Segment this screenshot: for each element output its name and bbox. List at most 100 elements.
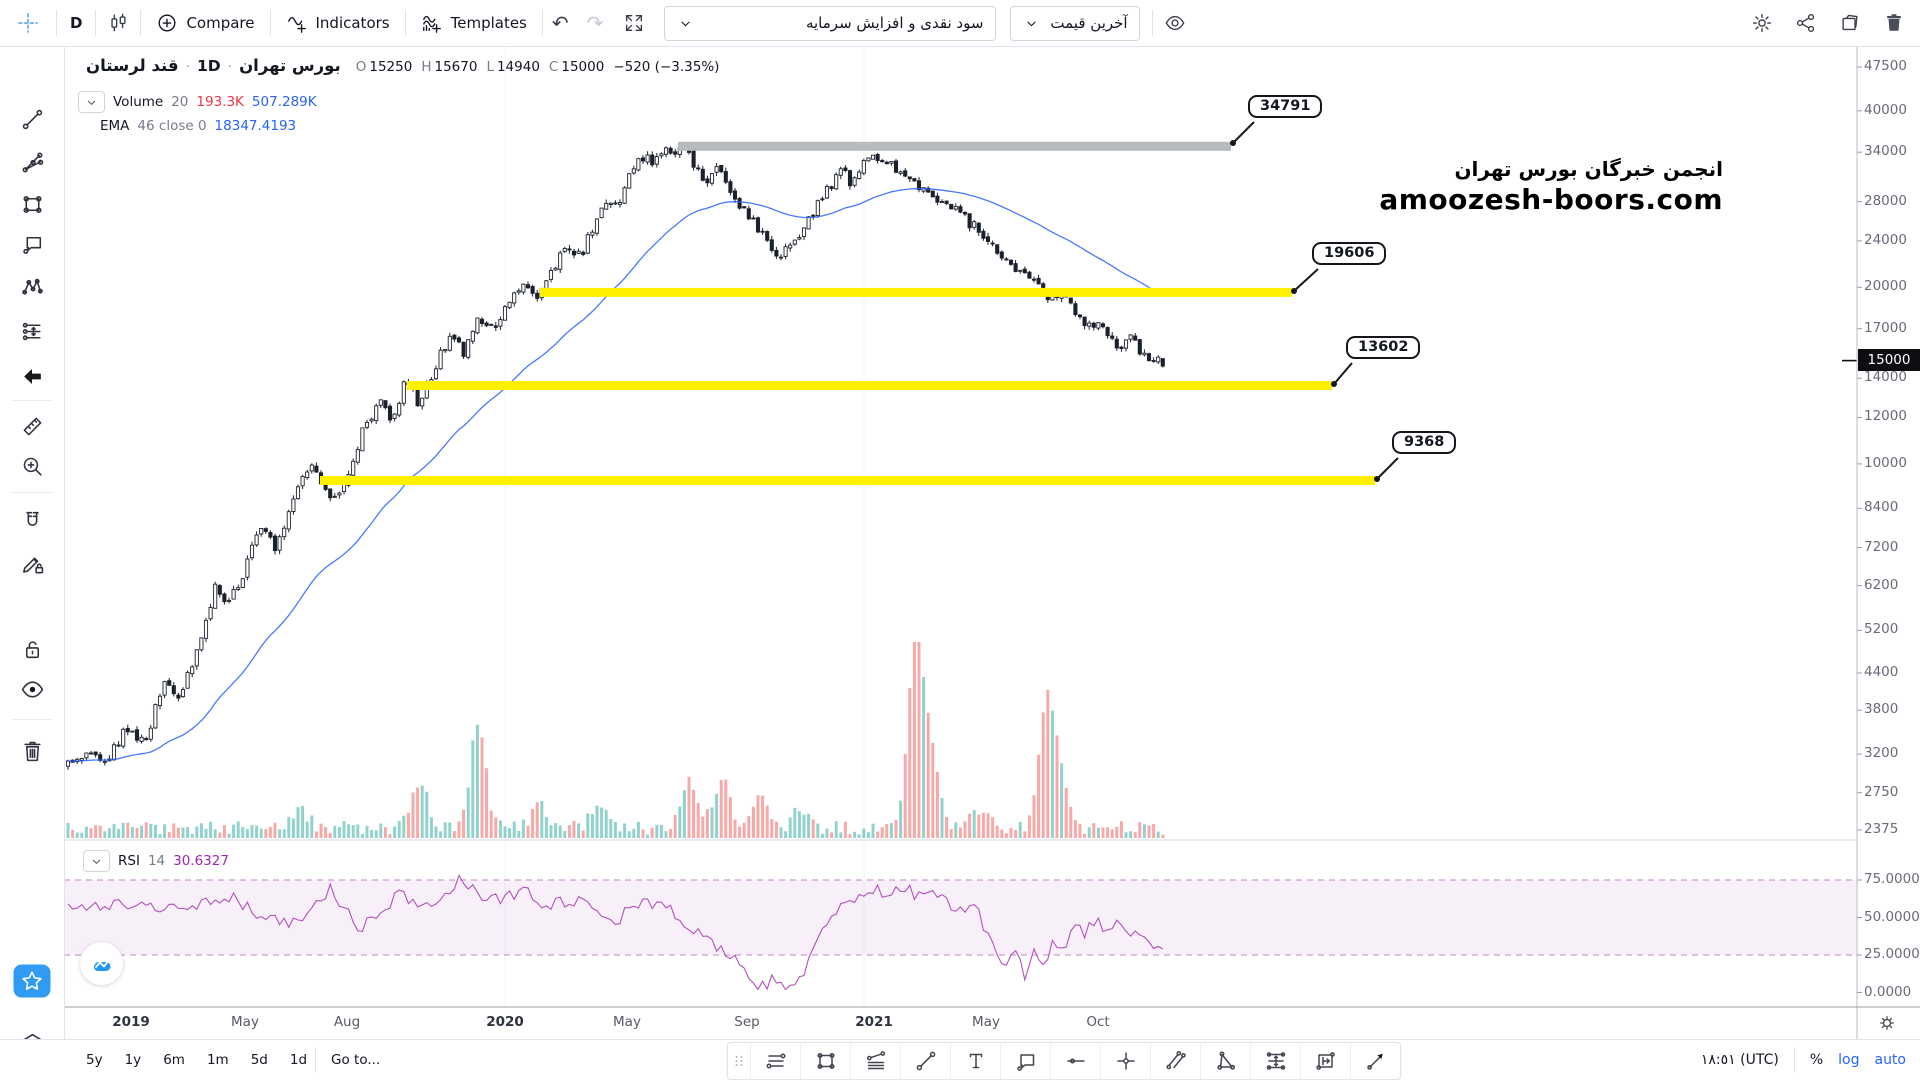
range-5d-button[interactable]: 5d <box>250 1052 268 1068</box>
delete-button[interactable] <box>1872 4 1916 42</box>
time-tick-May: May <box>613 1014 641 1030</box>
settings-button[interactable] <box>1740 4 1784 42</box>
xabcd-pattern-icon <box>20 275 45 300</box>
callout-button[interactable] <box>12 223 52 263</box>
volume-label: Volume <box>113 94 164 110</box>
clock-utc[interactable]: ١٨:٥١ (UTC) <box>1700 1052 1779 1068</box>
zoom-in-button[interactable] <box>12 446 52 486</box>
indicators-button[interactable]: Indicators <box>271 4 405 42</box>
remove-drawings-trash-button[interactable] <box>12 731 52 771</box>
rectangle-points-button[interactable] <box>800 1043 850 1079</box>
unlock-button[interactable] <box>12 629 52 669</box>
price-callout-34791[interactable]: 34791 <box>1248 95 1323 118</box>
compare-label: Compare <box>186 14 255 32</box>
undo-button[interactable]: ↶ <box>551 11 569 35</box>
triangle-button[interactable] <box>1200 1043 1250 1079</box>
volume-ma-value: 507.289K <box>251 94 317 110</box>
disjoint-channel-button[interactable] <box>850 1043 900 1079</box>
goto-button[interactable]: Go to... <box>331 1052 381 1068</box>
hide-drawings-eye-button[interactable] <box>12 669 52 709</box>
parallel-lines-button[interactable] <box>750 1043 800 1079</box>
symbol-header[interactable]: قند لرستان · 1D · بورس تهران O 15250 H 156… <box>86 56 719 75</box>
time-tick-May: May <box>972 1014 1000 1030</box>
anchored-note-button[interactable] <box>1300 1043 1350 1079</box>
arrow-marker-icon <box>20 364 45 389</box>
parallel-channel-button[interactable] <box>1150 1043 1200 1079</box>
price-callout-19606[interactable]: 19606 <box>1312 242 1387 265</box>
chart-style-button[interactable] <box>96 4 140 42</box>
text-tool-button[interactable] <box>950 1043 1000 1079</box>
drawbar-drag-handle[interactable] <box>728 1043 750 1079</box>
crosshair-icon <box>17 12 39 34</box>
rsi-line <box>67 874 1164 991</box>
drawing-toolbar-sidebar <box>0 46 65 1080</box>
volume-collapse-button[interactable] <box>78 91 105 113</box>
horizontal-ray-button[interactable] <box>1050 1043 1100 1079</box>
rsi-value: 30.6327 <box>173 853 229 869</box>
snapshot-button[interactable] <box>1828 4 1872 42</box>
ruler-button[interactable] <box>12 406 52 446</box>
high-label: H <box>421 59 432 75</box>
bottom-toolbar: 5y 1y 6m 1m 5d 1d Go to... ١٨:٥١ (UTC) % log … <box>0 1039 1920 1080</box>
bottom-right-group: ١٨:٥١ (UTC) % log auto <box>1701 1040 1906 1080</box>
log-scale-button[interactable]: log <box>1838 1052 1860 1068</box>
range-1y-button[interactable]: 1y <box>124 1052 142 1068</box>
adjustment-dropdown[interactable]: سود نقدی و افزایش سرمایه <box>664 5 997 41</box>
range-1d-button[interactable]: 1d <box>289 1052 308 1068</box>
interval-button[interactable]: D <box>70 14 83 32</box>
trash-icon <box>1883 12 1905 34</box>
range-5y-button[interactable]: 5y <box>86 1052 103 1068</box>
horizontal-ray-icon <box>1064 1049 1088 1073</box>
rsi-param: 14 <box>147 853 166 869</box>
range-6m-button[interactable]: 6m <box>163 1052 185 1068</box>
price-tick-4400: 4400 <box>1864 663 1899 680</box>
price-tick-28000: 28000 <box>1864 192 1907 209</box>
price-callout-9368[interactable]: 9368 <box>1392 431 1457 454</box>
parallel-channel-icon <box>1164 1049 1188 1073</box>
price-tick-2750: 2750 <box>1864 783 1899 800</box>
shapes-button[interactable] <box>12 184 52 224</box>
axis-settings-gear-button[interactable] <box>1871 1009 1903 1036</box>
price-mode-dropdown[interactable]: آخرین قیمت <box>1010 5 1141 41</box>
crosshair-tool-button[interactable] <box>0 4 56 42</box>
trend-line-button[interactable] <box>12 99 52 139</box>
chevron-down-icon <box>1023 15 1040 32</box>
compare-button[interactable]: Compare <box>141 4 269 42</box>
fib-levels-button[interactable] <box>1250 1043 1300 1079</box>
trend-line-button[interactable] <box>900 1043 950 1079</box>
gann-fan-button[interactable] <box>12 142 52 182</box>
arrow-marker-button[interactable] <box>12 356 52 396</box>
ema-legend: EMA 46 close 0 18347.4193 <box>100 118 296 134</box>
price-tick-24000: 24000 <box>1864 231 1907 248</box>
magnet-button[interactable] <box>12 500 52 540</box>
drawing-mode-lock-button[interactable] <box>12 543 52 583</box>
callout-tool-button[interactable] <box>1000 1043 1050 1079</box>
separator <box>1793 1047 1795 1073</box>
price-callout-13602[interactable]: 13602 <box>1346 336 1421 359</box>
platform-logo[interactable] <box>80 942 123 985</box>
arrow-tool-button[interactable] <box>1350 1043 1400 1079</box>
range-1m-button[interactable]: 1m <box>206 1052 229 1068</box>
symbol-name: قند لرستان <box>86 56 179 75</box>
rsi-collapse-button[interactable] <box>83 850 110 872</box>
favorites-star-button[interactable] <box>13 964 51 998</box>
candlestick-series[interactable] <box>65 145 1165 770</box>
share-button[interactable] <box>1784 4 1828 42</box>
rsi-label: RSI <box>118 853 140 869</box>
chevron-down-icon <box>89 854 104 869</box>
redo-button[interactable]: ↷ <box>586 11 604 35</box>
percent-scale-button[interactable]: % <box>1809 1052 1824 1068</box>
separator <box>140 10 142 36</box>
parallel-lines-icon <box>764 1049 788 1073</box>
xabcd-pattern-button[interactable] <box>12 267 52 307</box>
cross-line-button[interactable] <box>1100 1043 1150 1079</box>
auto-scale-button[interactable]: auto <box>1874 1052 1906 1068</box>
forecast-button[interactable] <box>12 311 52 351</box>
support-resistance-levels[interactable] <box>320 121 1399 485</box>
templates-button[interactable]: Templates <box>406 4 542 42</box>
fullscreen-button[interactable] <box>612 4 656 42</box>
adjustment-dropdown-value: سود نقدی و افزایش سرمایه <box>805 14 984 32</box>
candles-icon <box>107 12 129 34</box>
marks-visibility-button[interactable] <box>1153 4 1197 42</box>
